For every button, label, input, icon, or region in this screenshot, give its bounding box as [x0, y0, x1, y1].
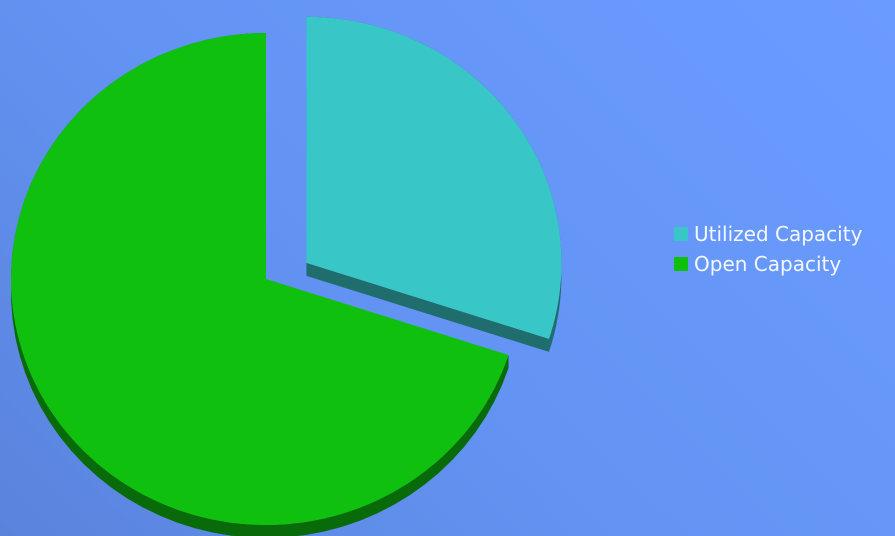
- legend-swatch-open-capacity: [674, 257, 688, 271]
- legend-label-utilized-capacity: Utilized Capacity: [694, 222, 863, 246]
- pie-slice-wall-utilized-capacity: [306, 262, 549, 352]
- pie-slice-utilized-capacity: [306, 16, 562, 339]
- pie-chart-svg: [11, 16, 562, 536]
- pie-slice-open-capacity: [11, 33, 509, 525]
- legend-label-open-capacity: Open Capacity: [694, 252, 842, 276]
- legend-item-open-capacity: Open Capacity: [674, 249, 862, 279]
- chart-legend: Utilized Capacity Open Capacity: [674, 219, 862, 279]
- legend-item-utilized-capacity: Utilized Capacity: [674, 219, 862, 249]
- legend-swatch-utilized-capacity: [674, 227, 688, 241]
- pie-chart: [11, 16, 562, 536]
